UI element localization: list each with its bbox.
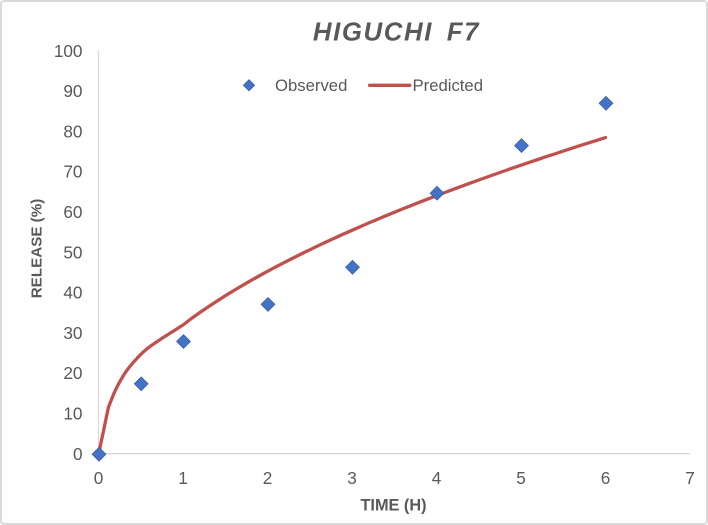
svg-text:60: 60 (63, 202, 82, 222)
svg-text:7: 7 (685, 468, 695, 488)
svg-text:100: 100 (54, 41, 83, 61)
svg-text:RELEASE (%): RELEASE (%) (29, 199, 46, 299)
svg-text:70: 70 (63, 162, 82, 182)
svg-text:2: 2 (263, 468, 273, 488)
svg-text:30: 30 (63, 323, 82, 343)
svg-text:5: 5 (516, 468, 526, 488)
svg-text:6: 6 (601, 468, 611, 488)
svg-text:TIME (H): TIME (H) (360, 497, 426, 515)
svg-text:1: 1 (178, 468, 188, 488)
svg-text:20: 20 (63, 363, 82, 383)
svg-text:3: 3 (347, 468, 357, 488)
svg-text:0: 0 (73, 444, 83, 464)
svg-text:10: 10 (63, 404, 82, 424)
svg-text:Predicted: Predicted (413, 76, 484, 95)
svg-text:40: 40 (63, 283, 82, 303)
svg-text:Observed: Observed (275, 76, 347, 95)
svg-text:HIGUCHI F7: HIGUCHI F7 (313, 19, 480, 47)
svg-text:0: 0 (94, 468, 104, 488)
svg-text:50: 50 (63, 242, 82, 262)
svg-text:90: 90 (63, 81, 82, 101)
svg-text:4: 4 (432, 468, 442, 488)
svg-text:80: 80 (63, 121, 82, 141)
